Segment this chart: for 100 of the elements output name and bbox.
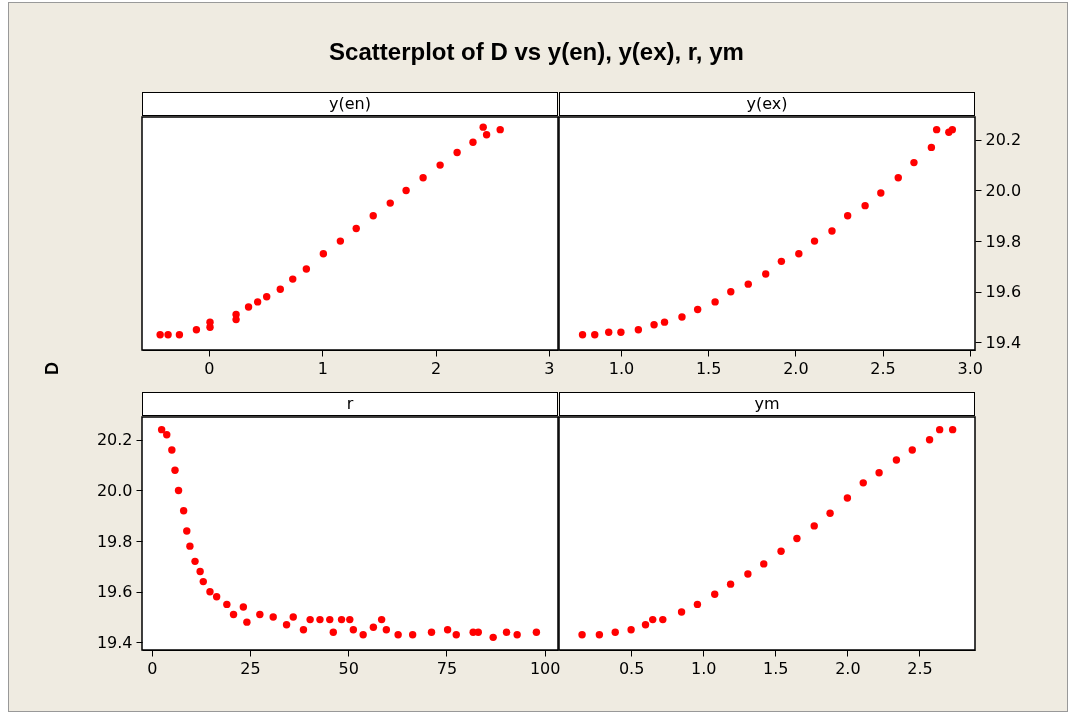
x-axis-title: y(en) bbox=[142, 92, 558, 116]
point bbox=[935, 425, 944, 434]
point bbox=[649, 615, 657, 624]
point bbox=[877, 189, 885, 197]
point bbox=[168, 446, 176, 454]
point bbox=[262, 293, 271, 301]
point bbox=[326, 615, 334, 624]
y-tick-label: 19.6 bbox=[985, 282, 1022, 302]
point bbox=[243, 618, 251, 626]
x-tick-label: 0.5 bbox=[618, 658, 645, 678]
x-tick-label: 0 bbox=[204, 358, 215, 378]
point bbox=[634, 326, 643, 334]
point bbox=[436, 161, 444, 169]
point bbox=[306, 615, 314, 624]
point bbox=[578, 631, 586, 639]
x-tick-label: 1.5 bbox=[763, 658, 789, 678]
x-tick-label: 100 bbox=[529, 658, 561, 678]
point bbox=[402, 186, 410, 195]
point bbox=[337, 615, 346, 624]
point bbox=[605, 328, 613, 336]
point bbox=[875, 469, 883, 477]
point bbox=[453, 148, 461, 157]
point bbox=[474, 628, 482, 636]
point bbox=[760, 560, 768, 568]
point bbox=[861, 201, 869, 210]
point bbox=[239, 603, 248, 611]
point bbox=[206, 323, 214, 331]
point bbox=[199, 577, 207, 586]
point bbox=[693, 600, 702, 609]
point bbox=[795, 250, 803, 258]
point bbox=[894, 174, 902, 182]
point bbox=[859, 479, 867, 487]
point bbox=[164, 331, 172, 339]
x-axis-title: y(ex) bbox=[559, 92, 975, 116]
point bbox=[677, 608, 686, 616]
x-tick-label: 2.5 bbox=[870, 358, 896, 378]
point bbox=[843, 212, 852, 220]
point bbox=[156, 331, 164, 339]
point bbox=[793, 534, 801, 543]
point bbox=[910, 158, 918, 167]
y-tick-label: 19.8 bbox=[96, 531, 133, 551]
point bbox=[810, 237, 819, 245]
x-tick-label: 0 bbox=[147, 658, 158, 678]
point bbox=[336, 237, 345, 245]
point bbox=[469, 138, 477, 147]
y-tick-label: 20.0 bbox=[985, 180, 1022, 200]
point bbox=[650, 320, 658, 329]
y-tick-label: 19.4 bbox=[985, 332, 1022, 352]
x-tick-label: 2.0 bbox=[783, 358, 809, 378]
point bbox=[744, 280, 752, 288]
point bbox=[744, 570, 752, 578]
point bbox=[502, 628, 511, 636]
point bbox=[377, 615, 386, 624]
point bbox=[186, 542, 194, 550]
point bbox=[627, 626, 635, 634]
point bbox=[369, 623, 378, 631]
point bbox=[828, 227, 836, 235]
chart-title: Scatterplot of D vs y(en), y(ex), r, ym bbox=[328, 38, 745, 66]
point bbox=[157, 425, 166, 434]
point bbox=[386, 199, 394, 207]
point bbox=[892, 456, 901, 464]
point bbox=[726, 580, 735, 588]
point bbox=[443, 626, 452, 634]
y-tick-label: 19.8 bbox=[985, 231, 1022, 251]
x-axis-title: ym bbox=[559, 392, 975, 416]
point bbox=[276, 285, 284, 293]
point bbox=[289, 613, 297, 621]
x-tick-label: 25 bbox=[240, 658, 261, 678]
x-tick-label: 3 bbox=[544, 358, 555, 378]
point bbox=[826, 509, 834, 517]
point bbox=[777, 257, 786, 266]
x-tick-label: 2.5 bbox=[907, 658, 933, 678]
point bbox=[382, 626, 391, 634]
x-tick-label: 2 bbox=[430, 358, 442, 378]
point bbox=[183, 527, 191, 535]
point bbox=[496, 125, 504, 134]
point bbox=[591, 331, 599, 339]
point bbox=[175, 331, 184, 339]
point bbox=[452, 631, 460, 639]
y-tick-label: 20.0 bbox=[96, 480, 133, 500]
point bbox=[617, 328, 625, 336]
x-tick-label: 1.0 bbox=[608, 358, 635, 378]
x-tick-label: 50 bbox=[338, 658, 359, 678]
y-axis-title: D bbox=[42, 362, 63, 375]
point bbox=[349, 626, 358, 634]
point bbox=[641, 620, 650, 629]
x-tick-label: 75 bbox=[436, 658, 458, 678]
point bbox=[269, 613, 277, 621]
point bbox=[196, 567, 204, 576]
x-tick-label: 3.0 bbox=[957, 358, 983, 378]
point bbox=[244, 303, 253, 311]
x-tick-label: 1 bbox=[317, 358, 328, 378]
point bbox=[578, 331, 587, 339]
point bbox=[711, 298, 719, 306]
x-tick-label: 1.5 bbox=[695, 358, 722, 378]
x-axis-title: r bbox=[142, 392, 558, 416]
point bbox=[256, 610, 264, 619]
point bbox=[948, 125, 957, 134]
point bbox=[727, 288, 735, 296]
point bbox=[319, 250, 328, 258]
